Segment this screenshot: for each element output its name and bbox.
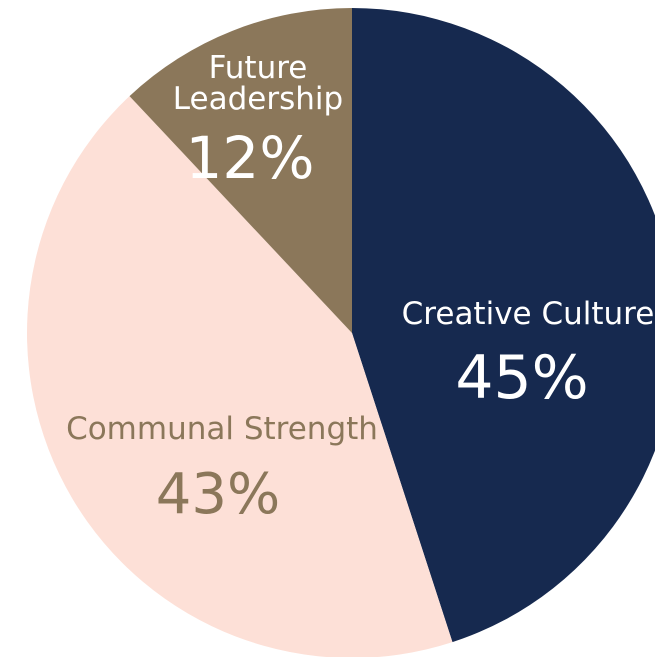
slice-value-communal-strength: 43% bbox=[156, 462, 280, 527]
slice-value-creative-culture: 45% bbox=[455, 343, 588, 413]
slice-label-communal-strength: Communal Strength bbox=[66, 411, 378, 447]
slice-label-future-leadership: Future Leadership bbox=[173, 50, 343, 117]
slice-label-creative-culture: Creative Culture bbox=[402, 296, 655, 332]
pie-slice-communal-strength bbox=[27, 96, 453, 657]
pie-slice-future-leadership bbox=[129, 8, 352, 333]
slice-value-future-leadership: 12% bbox=[186, 124, 315, 192]
pie-slice-creative-culture bbox=[352, 8, 655, 643]
